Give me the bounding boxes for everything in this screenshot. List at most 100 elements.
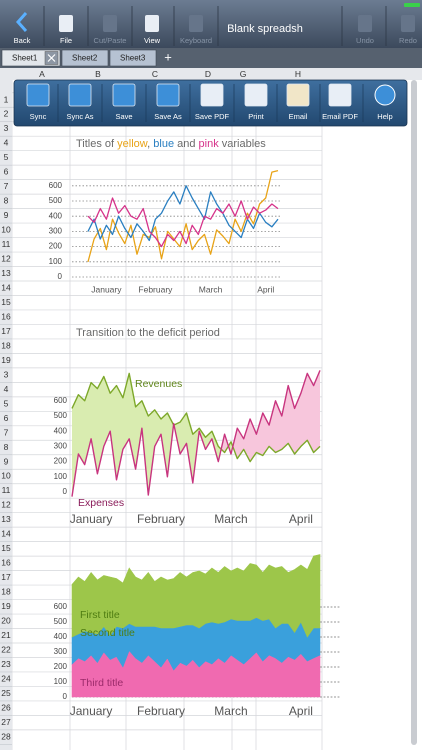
x-tick-label: February (138, 284, 173, 294)
y-tick-label: 300 (49, 227, 63, 236)
tab-label: Sheet1 (12, 54, 38, 63)
row-label: 10 (1, 225, 11, 235)
title-part: pink (199, 138, 220, 150)
series-label: Third title (80, 677, 123, 689)
tab-label: Sheet3 (120, 54, 146, 63)
row-label: 4 (4, 138, 9, 148)
row-label: 12 (1, 254, 11, 264)
row-label: 19 (1, 601, 11, 611)
row-label: 3 (4, 369, 9, 379)
x-tick-label: March (199, 284, 223, 294)
row-label: 16 (1, 311, 11, 321)
action-button[interactable]: Email (286, 83, 310, 121)
row-label: 23 (1, 659, 11, 669)
row-label: 7 (4, 181, 9, 191)
row-label: 17 (1, 326, 11, 336)
row-label: 20 (1, 616, 11, 626)
action-button[interactable]: Save PDF (195, 83, 230, 121)
column-label: C (152, 69, 158, 79)
y-tick-label: 200 (49, 242, 63, 251)
row-header (0, 80, 12, 750)
column-header (0, 68, 422, 80)
row-label: 17 (1, 572, 11, 582)
action-icon (244, 83, 268, 107)
row-label: 21 (1, 630, 11, 640)
title-part: and (174, 138, 198, 150)
action-label: Save As (154, 112, 182, 121)
tab-label: Sheet2 (72, 54, 98, 63)
column-label: D (205, 69, 211, 79)
row-label: 11 (2, 239, 11, 249)
y-tick-label: 0 (58, 272, 63, 281)
action-icon (328, 83, 352, 107)
row-label: 8 (4, 442, 9, 452)
sheet-tab[interactable]: Sheet1 (1, 49, 61, 67)
row-label: 6 (4, 413, 9, 423)
y-tick-label: 0 (63, 692, 68, 701)
button-label: Undo (356, 36, 374, 45)
button-label: Keyboard (180, 36, 212, 45)
add-tab[interactable]: + (164, 49, 172, 64)
x-tick-label: April (257, 284, 274, 294)
toolbar-button[interactable]: Back (14, 12, 31, 45)
row-label: 13 (1, 514, 11, 524)
sheet-tab[interactable]: Sheet2 (61, 49, 109, 67)
tab-body (109, 49, 157, 67)
row-label: 8 (4, 196, 9, 206)
x-tick-label: January (70, 512, 113, 526)
action-button[interactable]: Print (244, 83, 268, 121)
column-label: B (95, 69, 101, 79)
button-label: File (60, 36, 72, 45)
x-tick-label: April (289, 512, 313, 526)
row-label: 25 (1, 688, 11, 698)
action-button[interactable]: Save As (154, 83, 182, 121)
action-button[interactable]: Email PDF (322, 83, 358, 121)
x-tick-label: January (91, 284, 122, 294)
row-label: 5 (4, 398, 9, 408)
row-label: 14 (1, 282, 11, 292)
column-label: G (240, 69, 247, 79)
toolbar-button[interactable]: File (59, 15, 73, 45)
action-label: Sync As (66, 112, 93, 121)
button-label: View (144, 36, 161, 45)
y-tick-label: 300 (54, 442, 68, 451)
row-label: 5 (4, 152, 9, 162)
action-button[interactable]: Sync (26, 83, 50, 121)
title-part: Titles of (76, 138, 117, 150)
x-tick-label: February (137, 704, 185, 718)
action-icon (286, 83, 310, 107)
row-label: 15 (1, 297, 11, 307)
row-label: 27 (1, 717, 11, 727)
row-label: 4 (4, 384, 9, 394)
action-button[interactable]: Save (112, 83, 136, 121)
toolbar-button: Redo (399, 15, 417, 45)
toolbar-button: Undo (356, 15, 374, 45)
series-label: Revenues (135, 378, 182, 390)
action-button[interactable]: Sync As (66, 83, 94, 121)
toolbar-button: Cut/Paste (94, 15, 126, 45)
row-label: 22 (1, 644, 11, 654)
button-icon (401, 15, 415, 32)
y-tick-label: 600 (54, 396, 68, 405)
y-tick-label: 300 (54, 647, 68, 656)
x-tick-label: April (289, 704, 313, 718)
button-icon (358, 15, 372, 32)
action-label: Print (248, 112, 264, 121)
row-label: 9 (4, 456, 9, 466)
chart: 0 100 200 300 400 500 600 January February March A… (54, 554, 340, 718)
action-icon (200, 83, 224, 107)
series-label: Second title (80, 627, 135, 639)
row-label: 7 (4, 427, 9, 437)
action-button[interactable]: Help (374, 84, 396, 121)
button-icon (145, 15, 159, 32)
close-x (47, 54, 56, 62)
row-label: 2 (4, 109, 9, 119)
row-label: 9 (4, 210, 9, 220)
action-icon (26, 83, 50, 107)
y-tick-label: 100 (49, 257, 63, 266)
toolbar-button[interactable]: View (144, 15, 161, 45)
button-icon (189, 15, 203, 32)
sheet-tab[interactable]: Sheet3 (109, 49, 157, 67)
action-label: Email PDF (322, 112, 358, 121)
row-label: 16 (1, 558, 11, 568)
